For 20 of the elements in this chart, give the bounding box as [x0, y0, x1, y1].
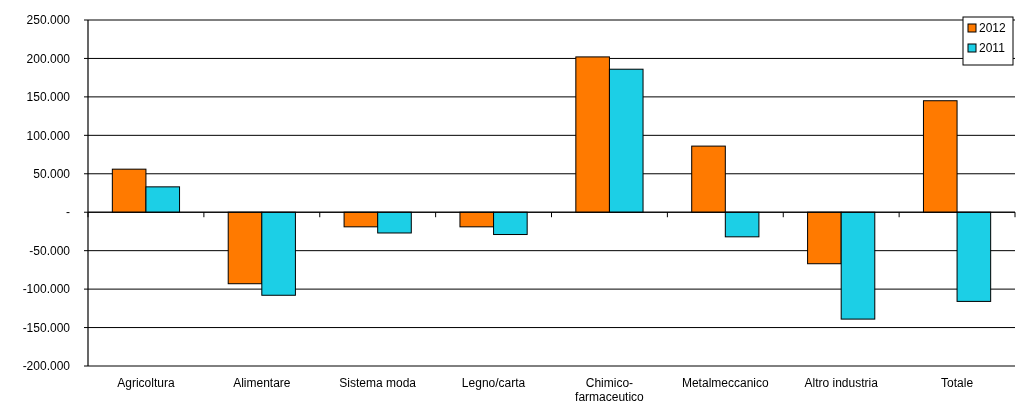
- y-tick-label: -200.000: [22, 359, 71, 374]
- y-tick-label: 100.000: [26, 128, 71, 143]
- y-tick-label: -50.000: [29, 243, 71, 258]
- legend-label: 2011: [979, 41, 1006, 56]
- x-tick-label: Agricoltura: [117, 376, 175, 390]
- y-tick-label: 200.000: [26, 51, 71, 66]
- x-tick-label: Alimentare: [233, 376, 291, 390]
- y-tick-label: -150.000: [22, 320, 71, 335]
- x-tick-label: Chimico-farmaceutico: [575, 376, 645, 404]
- legend-label: 2012: [979, 21, 1007, 36]
- y-tick-label: -100.000: [22, 282, 71, 297]
- y-tick-label: 50.000: [33, 166, 71, 181]
- x-tick-label: Legno/carta: [461, 376, 526, 390]
- y-tick-label: 250.000: [26, 13, 71, 28]
- x-tick-label: Altro industria: [804, 376, 879, 390]
- x-tick-label: Totale: [941, 376, 974, 390]
- y-tick-label: 150.000: [26, 90, 71, 105]
- x-tick-label: Metalmeccanico: [681, 376, 769, 390]
- y-tick-label: -: [66, 205, 70, 220]
- x-tick-label: Sistema moda: [339, 376, 417, 390]
